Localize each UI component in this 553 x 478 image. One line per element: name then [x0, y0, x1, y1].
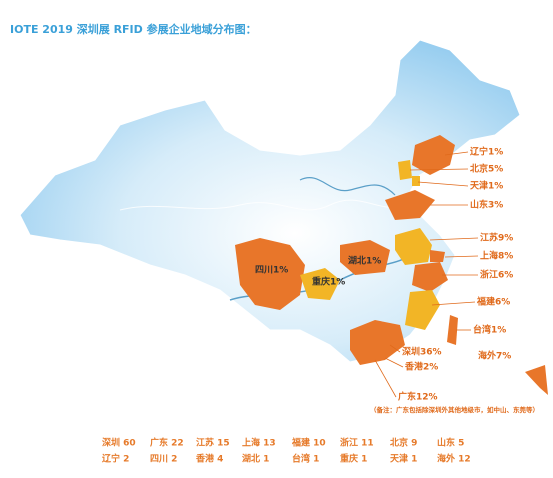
count-cell: 天津 1	[390, 453, 417, 465]
count-cell: 湖北 1	[242, 453, 269, 465]
count-cell: 上海 13	[242, 437, 276, 449]
count-cell: 福建 10	[291, 437, 326, 449]
region-label: 湖北1%	[348, 255, 381, 267]
count-cell: 台湾 1	[292, 453, 319, 465]
region-label: 广东12%	[398, 391, 438, 403]
count-cell: 香港 4	[195, 453, 223, 465]
count-cell: 深圳 60	[102, 437, 136, 449]
region-label: 福建6%	[476, 296, 510, 308]
region-label: 北京5%	[470, 163, 503, 175]
region-label: 浙江6%	[480, 269, 513, 281]
region-label: 重庆1%	[312, 276, 345, 288]
region-label: 山东3%	[470, 199, 503, 211]
region-label: 江苏9%	[480, 232, 513, 244]
leader-lines	[374, 151, 479, 398]
count-cell: 浙江 11	[340, 437, 374, 449]
region-label: 深圳36%	[402, 346, 442, 358]
count-cell: 广东 22	[150, 437, 184, 449]
count-cell: 北京 9	[390, 437, 417, 449]
china-map	[19, 39, 548, 395]
region-label: 辽宁1%	[470, 146, 503, 158]
region-label: 天津1%	[470, 180, 503, 192]
count-cell: 重庆 1	[340, 453, 367, 465]
count-cell: 山东 5	[437, 437, 464, 449]
region-label: 海外7%	[478, 350, 511, 362]
count-cell: 四川 2	[150, 454, 177, 465]
region-label: 上海8%	[480, 250, 513, 262]
count-cell: 辽宁 2	[102, 453, 129, 465]
map-labels: 辽宁1% 北京5% 天津1% 山东3% 江苏9% 上海8% 浙江6% 福建6% …	[255, 146, 513, 403]
count-cell: 海外 12	[437, 453, 471, 465]
count-table: 深圳 60 广东 22 江苏 15 上海 13 福建 10 浙江 11 北京 9 山东 5 辽宁…	[102, 437, 471, 465]
title: IOTE 2019 深圳展 RFID 参展企业地域分布图：	[10, 22, 257, 36]
region-label: 台湾1%	[473, 324, 506, 336]
region-label: 四川1%	[255, 265, 288, 276]
region-label: 香港2%	[404, 361, 438, 373]
count-cell: 江苏 15	[196, 437, 230, 449]
note: （备注：广东包括除深圳外其他地级市，如中山、东莞等）	[370, 405, 539, 414]
